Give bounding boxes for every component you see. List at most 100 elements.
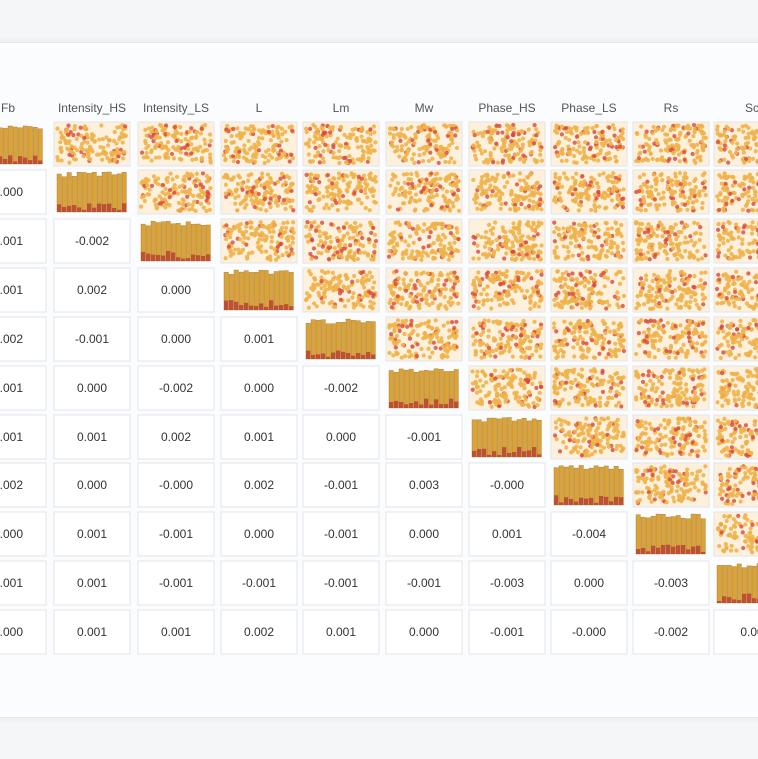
- histogram-bar-secondary: [117, 209, 122, 212]
- scatter-point: [415, 224, 420, 229]
- scatter-point: [580, 296, 586, 302]
- scatter-point: [369, 274, 374, 279]
- histogram-bar-secondary: [522, 451, 527, 457]
- scatter-point: [509, 337, 514, 342]
- scatter-point: [411, 240, 416, 245]
- scatter-point: [207, 132, 213, 137]
- histogram-bar-secondary: [141, 252, 146, 261]
- scatter-point: [359, 134, 364, 139]
- histogram-bar: [320, 319, 326, 360]
- scatter-point: [163, 152, 168, 157]
- scatter-point: [508, 159, 513, 164]
- correlation-cell: [550, 511, 628, 557]
- scatter-point: [434, 132, 439, 138]
- scatter-point: [406, 181, 411, 187]
- scatter-point: [522, 294, 527, 299]
- scatter-point: [595, 158, 601, 163]
- scatter-point: [581, 257, 586, 262]
- scatter-point: [636, 226, 642, 231]
- scatter-point: [574, 299, 579, 304]
- scatter-point: [167, 188, 173, 193]
- scatter-point: [304, 205, 309, 210]
- scatter-point: [479, 292, 484, 297]
- scatter-point: [566, 144, 571, 149]
- scatter-point: [456, 188, 461, 193]
- scatter-point: [695, 150, 700, 155]
- scatter-point: [272, 247, 277, 252]
- scatter-point: [414, 353, 420, 359]
- scatter-point: [569, 185, 574, 190]
- scatter-point: [640, 158, 645, 163]
- scatter-point: [509, 257, 515, 262]
- scatter-point: [746, 194, 752, 199]
- scatter-point: [592, 233, 597, 238]
- scatter-point: [417, 236, 422, 242]
- scatter-point: [724, 135, 729, 140]
- scatter-point: [646, 250, 651, 255]
- histogram-bar-secondary: [619, 497, 624, 505]
- scatter-point: [409, 278, 414, 283]
- histogram-bar-secondary: [23, 157, 28, 164]
- scatter-point: [91, 133, 96, 138]
- scatter-point: [636, 188, 642, 194]
- scatter-point: [289, 124, 294, 129]
- scatter-point: [452, 240, 457, 245]
- scatter-point: [524, 274, 530, 279]
- scatter-point: [637, 175, 642, 180]
- scatter-point: [600, 243, 605, 248]
- correlation-cell: [0, 511, 47, 557]
- scatter-point: [332, 245, 337, 251]
- scatter-point: [531, 256, 537, 262]
- histogram-bar: [521, 417, 527, 458]
- scatter-point: [271, 133, 276, 138]
- scatter-point: [586, 287, 591, 292]
- scatter-point: [611, 180, 617, 185]
- scatter-point: [150, 125, 155, 130]
- histogram-bar-secondary: [439, 404, 444, 408]
- scatter-point: [283, 189, 289, 194]
- scatter-point: [307, 188, 312, 193]
- scatter-point: [485, 284, 490, 289]
- scatter-point: [742, 223, 747, 228]
- scatter-point: [149, 183, 155, 188]
- scatter-point: [359, 270, 364, 276]
- histogram-bar-secondary: [186, 258, 191, 261]
- scatter-point: [153, 135, 159, 140]
- correlation-cell: [302, 414, 380, 460]
- scatter-point: [281, 221, 286, 226]
- scatter-point: [308, 176, 313, 181]
- scatter-point: [335, 238, 340, 244]
- column-header-lm: Lm: [333, 101, 350, 115]
- scatter-point: [614, 186, 619, 191]
- histogram-bar-secondary: [156, 254, 161, 261]
- scatter-point: [156, 182, 161, 187]
- scatter-point: [621, 293, 627, 299]
- scatter-point: [675, 137, 680, 142]
- scatter-point: [169, 151, 175, 157]
- scatter-point: [507, 284, 512, 289]
- correlation-cell: [220, 511, 298, 557]
- histogram-bar-secondary: [696, 545, 701, 554]
- scatter-point: [417, 152, 422, 158]
- scatter-point: [424, 177, 429, 182]
- histogram-bar: [111, 174, 117, 213]
- scatter-point: [585, 302, 591, 307]
- correlation-cell: [0, 609, 47, 655]
- scatter-point: [725, 195, 730, 201]
- scatter-point: [593, 272, 598, 278]
- correlation-cell: [385, 560, 463, 606]
- scatter-point: [342, 242, 348, 248]
- scatter-point: [567, 189, 572, 195]
- correlation-value: 0.001: [326, 625, 356, 639]
- scatter-point: [475, 243, 480, 248]
- scatter-point: [317, 197, 322, 202]
- scatter-point: [734, 269, 739, 274]
- scatter-point: [260, 136, 265, 141]
- scatter-point: [428, 141, 433, 147]
- scatter-point: [365, 144, 370, 149]
- scatter-point: [520, 142, 525, 147]
- scatter-point: [284, 225, 289, 231]
- scatter-point: [500, 225, 505, 230]
- scatter-point: [736, 235, 741, 240]
- scatter-point: [515, 151, 521, 156]
